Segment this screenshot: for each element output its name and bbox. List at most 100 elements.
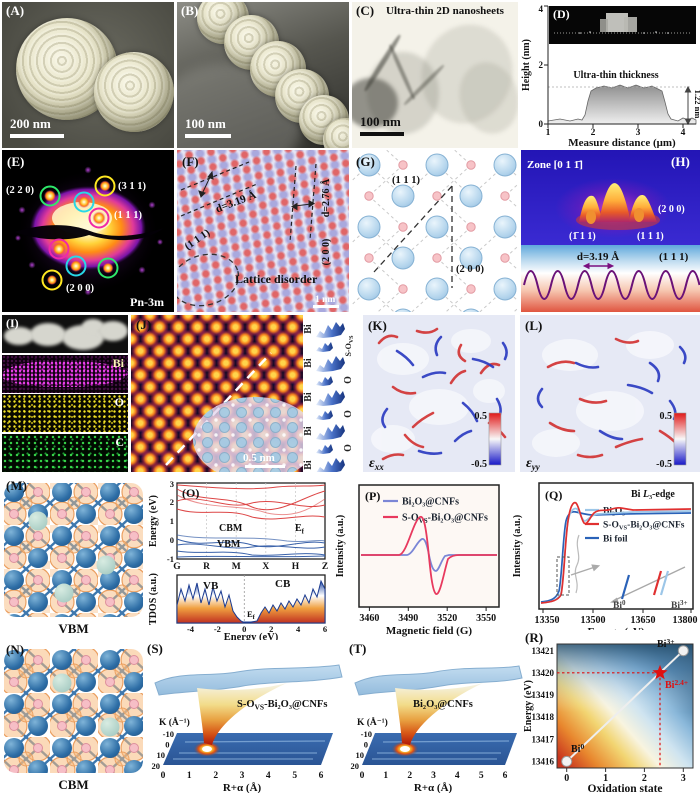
panel-a-sem-image: (A) 200 nm <box>2 2 174 148</box>
tdos-area <box>176 579 326 624</box>
svg-text:O: O <box>343 376 354 384</box>
legend-bi2o3cnfs: Bi₂O₃@CNFs <box>402 497 459 508</box>
svg-text:3490: 3490 <box>398 613 418 624</box>
svg-text:13421: 13421 <box>532 646 555 656</box>
scalebar <box>360 132 404 136</box>
panel-f-hrtem-lattice: d=3.19 Å (1 1 1) d=2.76 Å (2 0 0) Lattic… <box>177 150 349 312</box>
k-axis-label: K (Å⁻¹) <box>357 716 388 728</box>
edge-title: Bi L₃-edge <box>631 489 675 500</box>
svg-text:13417: 13417 <box>532 735 555 745</box>
svg-text:2: 2 <box>591 128 596 138</box>
edge-zoom-box <box>556 556 570 596</box>
nanoflower-sphere <box>94 52 174 132</box>
panel-tag: (M) <box>6 478 27 493</box>
legend: Bi₂O₃ S-OVS-Bi₂O₃@CNFs Bi foil <box>585 507 685 545</box>
panel-tag: (L) <box>525 318 542 333</box>
d-spacing-200-lines <box>289 163 317 243</box>
plane-111-label: (1 1 1) <box>392 175 420 186</box>
svg-text:H: H <box>292 562 300 572</box>
diffraction-spots <box>15 166 163 296</box>
tensile-strain-streaks <box>377 327 507 461</box>
reflection-label-111: (1 1 1) <box>114 210 142 221</box>
svg-text:13420: 13420 <box>532 668 555 678</box>
x-axis-label: R+α (Å) <box>414 782 453 793</box>
panel-p-epr-spectra: Bi₂O₃@CNFs S-OVS-Bi₂O₃@CNFs 3460 3490 352… <box>335 477 511 640</box>
vbm-charge-density <box>4 483 143 617</box>
panel-title: Ultra-thin 2D nanosheets <box>386 5 504 17</box>
legend-bi2o3: Bi₂O₃ <box>603 507 625 517</box>
scalebar <box>245 465 285 468</box>
base-plane <box>362 733 517 765</box>
panel-tag: (J) <box>136 317 151 332</box>
svg-text:Bi: Bi <box>303 392 314 402</box>
x-axis-label: Measure distance (μm) <box>568 137 676 148</box>
y-axis-label: Intensity (a.u.) <box>335 515 346 578</box>
crystal-lattice <box>4 649 143 773</box>
scalebar-label: 100 nm <box>185 116 226 131</box>
svg-text:1: 1 <box>383 771 388 781</box>
panel-h-fft-surface: Zone [0 1 1̄] (H) (2 0 0) (1̄ 1 1) (1 1 … <box>521 150 700 312</box>
eds-sem-strip: (I) <box>2 315 128 353</box>
panel-tag: (S) <box>147 641 163 656</box>
cbm-caption: CBM <box>58 777 89 792</box>
svg-text:13419: 13419 <box>532 690 555 700</box>
svg-text:3: 3 <box>636 128 641 138</box>
svg-text:3520: 3520 <box>437 613 457 624</box>
svg-text:2: 2 <box>170 497 174 507</box>
panel-q-xanes: Bi L₃-edge Bi₂O₃ S-OVS-Bi₂O₃@CNFs Bi foi… <box>513 477 700 640</box>
x-tick-labels: 0 1 2 3 4 5 6 <box>360 771 508 781</box>
eds-bi-map: Bi <box>2 354 128 393</box>
scalebar-label: 0.5 nm <box>243 452 275 464</box>
afm-height-chart: (D) Ultra-thin thickness 1.22 nm 0 2 4 1… <box>521 4 700 148</box>
scalebar <box>313 305 339 308</box>
svg-text:2: 2 <box>213 771 218 781</box>
svg-text:4: 4 <box>296 624 301 634</box>
wave-spacing-arrow <box>582 262 615 270</box>
x-tick-labels: 3460 3490 3520 3550 <box>359 613 496 624</box>
height-profile-area <box>547 84 697 125</box>
hotspot-core <box>400 746 410 752</box>
svg-text:10: 10 <box>356 750 365 760</box>
panel-tag: (D) <box>553 7 570 21</box>
svg-text:2: 2 <box>407 771 412 781</box>
svg-text:13800: 13800 <box>673 615 698 626</box>
svg-text:3: 3 <box>681 773 686 784</box>
svg-text:2: 2 <box>269 624 273 634</box>
scalebar-label: 200 nm <box>10 116 51 131</box>
bi3-label: Bi3+ <box>657 637 674 650</box>
panel-tag: (R) <box>525 630 543 645</box>
strain-symbol: εxx <box>369 456 384 472</box>
strain-symbol: εyy <box>526 456 541 472</box>
cb-label: CB <box>275 578 291 590</box>
y-tick-labels: 13421 13420 13419 13418 13417 13416 <box>532 646 555 767</box>
saed-plot: (2 2 0) (3 1 1) (1 1 1) (2 0 0) Pn-3m (E… <box>6 154 164 309</box>
plot-frame <box>358 484 500 608</box>
scalebar <box>10 134 64 138</box>
space-group-label: Pn-3m <box>130 295 164 309</box>
strain-map: 0.5 -0.5 εxx (K) <box>368 318 508 472</box>
panel-tag: (Q) <box>545 488 562 502</box>
svg-text:0: 0 <box>360 771 365 781</box>
crystal-model: (1 1 1) (2 0 0) (G) <box>352 150 518 312</box>
bi3-point <box>677 645 689 657</box>
panel-l-strain-map-eyy: 0.5 -0.5 εyy (L) <box>520 315 700 472</box>
epr-curve-sovs <box>361 516 497 595</box>
compressive-strain-streaks <box>381 335 508 455</box>
svg-text:13418: 13418 <box>532 712 555 722</box>
vbm-caption: VBM <box>58 621 89 636</box>
zone-axis-label: Zone [0 1 1̄] <box>527 159 583 171</box>
element-label-c: C <box>115 434 124 449</box>
svg-text:M: M <box>232 562 241 572</box>
sample-star-marker <box>652 664 668 680</box>
reflection-label-200: (2 0 0) <box>66 283 94 294</box>
y-axis-label: Energy (eV) <box>523 680 534 732</box>
fft-3d-peaks <box>555 178 671 238</box>
x-ticks <box>566 768 684 772</box>
svg-text:20: 20 <box>152 761 161 771</box>
plane-200-label: (2 0 0) <box>456 264 484 275</box>
vbm-label: VBM <box>217 539 241 550</box>
